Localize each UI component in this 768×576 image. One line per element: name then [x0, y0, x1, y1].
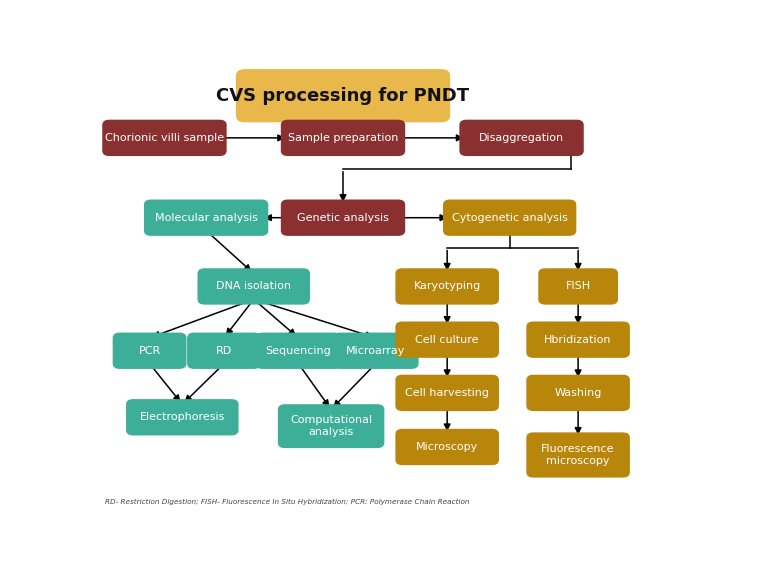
FancyBboxPatch shape — [396, 268, 499, 305]
Text: Molecular analysis: Molecular analysis — [154, 213, 257, 223]
Text: RD- Restriction Digestion; FISH- Fluorescence In Situ Hybridization; PCR: Polyme: RD- Restriction Digestion; FISH- Fluores… — [105, 499, 469, 505]
Text: Microscopy: Microscopy — [416, 442, 478, 452]
FancyBboxPatch shape — [459, 120, 584, 156]
Text: Karyotyping: Karyotyping — [413, 282, 481, 291]
Text: Microarray: Microarray — [346, 346, 406, 356]
Text: Sequencing: Sequencing — [266, 346, 331, 356]
Text: RD: RD — [216, 346, 232, 356]
FancyBboxPatch shape — [443, 199, 576, 236]
FancyBboxPatch shape — [278, 404, 384, 448]
FancyBboxPatch shape — [102, 120, 227, 156]
FancyBboxPatch shape — [113, 332, 187, 369]
Text: Genetic analysis: Genetic analysis — [297, 213, 389, 223]
FancyBboxPatch shape — [396, 375, 499, 411]
FancyBboxPatch shape — [281, 120, 406, 156]
Text: Fluorescence
microscopy: Fluorescence microscopy — [541, 444, 615, 466]
FancyBboxPatch shape — [396, 429, 499, 465]
Text: PCR: PCR — [138, 346, 161, 356]
Text: Washing: Washing — [554, 388, 602, 398]
Text: CVS processing for PNDT: CVS processing for PNDT — [217, 87, 469, 105]
FancyBboxPatch shape — [396, 321, 499, 358]
Text: Computational
analysis: Computational analysis — [290, 415, 372, 437]
Text: Cell harvesting: Cell harvesting — [406, 388, 489, 398]
Text: Hbridization: Hbridization — [545, 335, 612, 344]
Text: Electrophoresis: Electrophoresis — [140, 412, 225, 422]
Text: DNA isolation: DNA isolation — [217, 282, 291, 291]
Text: Sample preparation: Sample preparation — [288, 133, 398, 143]
FancyBboxPatch shape — [526, 433, 630, 478]
FancyBboxPatch shape — [538, 268, 618, 305]
FancyBboxPatch shape — [333, 332, 419, 369]
FancyBboxPatch shape — [256, 332, 341, 369]
FancyBboxPatch shape — [526, 321, 630, 358]
Text: FISH: FISH — [565, 282, 591, 291]
FancyBboxPatch shape — [236, 69, 450, 122]
FancyBboxPatch shape — [144, 199, 268, 236]
Text: Cell culture: Cell culture — [415, 335, 479, 344]
FancyBboxPatch shape — [187, 332, 261, 369]
FancyBboxPatch shape — [197, 268, 310, 305]
Text: Chorionic villi sample: Chorionic villi sample — [105, 133, 224, 143]
FancyBboxPatch shape — [281, 199, 406, 236]
FancyBboxPatch shape — [526, 375, 630, 411]
Text: Cytogenetic analysis: Cytogenetic analysis — [452, 213, 568, 223]
FancyBboxPatch shape — [126, 399, 239, 435]
Text: Disaggregation: Disaggregation — [479, 133, 564, 143]
